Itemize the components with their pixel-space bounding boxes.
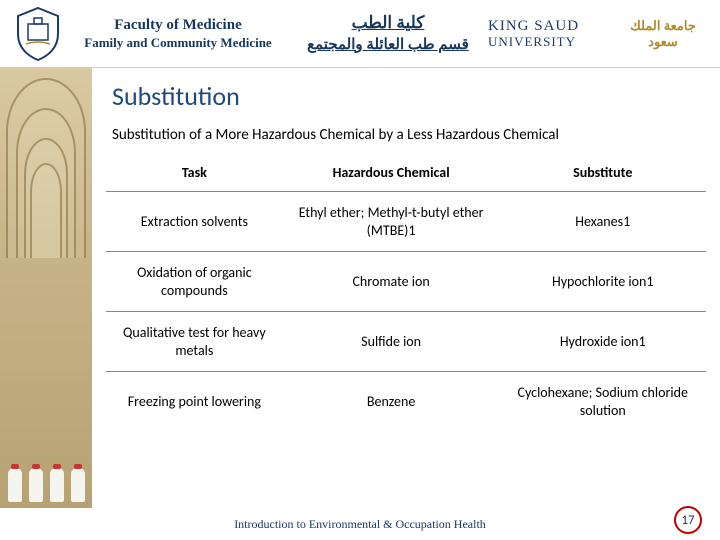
col-hazardous: Hazardous Chemical <box>283 154 500 192</box>
cell-task: Freezing point lowering <box>106 372 283 432</box>
table-row: Extraction solvents Ethyl ether; Methyl-… <box>106 192 706 252</box>
slide-content: Substitution Substitution of a More Haza… <box>0 68 720 508</box>
cell-substitute: Hydroxide ion1 <box>499 312 706 372</box>
table-row: Oxidation of organic compounds Chromate … <box>106 252 706 312</box>
titles-arabic: كلية الطب قسم طب العائلة والمجتمع <box>288 12 488 55</box>
faculty-en: Faculty of Medicine <box>68 16 288 35</box>
cell-hazardous: Sulfide ion <box>283 312 500 372</box>
cell-hazardous: Chromate ion <box>283 252 500 312</box>
table-header-row: Task Hazardous Chemical Substitute <box>106 154 706 192</box>
slide-header: Faculty of Medicine Family and Community… <box>0 0 720 68</box>
page-number-badge: 17 <box>674 506 702 534</box>
ksu-line1: KING SAUD <box>488 18 579 34</box>
ksu-line2: UNIVERSITY <box>488 34 576 49</box>
ksu-wordmark-en: KING SAUD UNIVERSITY <box>488 18 618 49</box>
titles-english: Faculty of Medicine Family and Community… <box>68 16 288 51</box>
slide-footer: Introduction to Environmental & Occupati… <box>0 517 720 532</box>
arches-overlay <box>0 68 92 508</box>
cell-task: Qualitative test for heavy metals <box>106 312 283 372</box>
cell-hazardous: Ethyl ether; Methyl-t-butyl ether (MTBE)… <box>283 192 500 252</box>
ksu-crest-logo <box>8 4 68 64</box>
dept-ar: قسم طب العائلة والمجتمع <box>288 35 488 55</box>
footer-text: Introduction to Environmental & Occupati… <box>234 517 486 532</box>
substitution-table: Task Hazardous Chemical Substitute Extra… <box>106 154 706 431</box>
cell-substitute: Hexanes1 <box>499 192 706 252</box>
section-subtitle: Substitution of a More Hazardous Chemica… <box>112 126 706 144</box>
table-row: Freezing point lowering Benzene Cyclohex… <box>106 372 706 432</box>
people-figures <box>4 468 88 502</box>
table-row: Qualitative test for heavy metals Sulfid… <box>106 312 706 372</box>
dept-en: Family and Community Medicine <box>68 35 288 51</box>
cell-task: Oxidation of organic compounds <box>106 252 283 312</box>
page-number: 17 <box>681 513 694 528</box>
faculty-ar: كلية الطب <box>288 12 488 35</box>
section-title: Substitution <box>112 80 706 112</box>
cell-substitute: Hypochlorite ion1 <box>499 252 706 312</box>
ksu-name-arabic: جامعة الملك سعود <box>618 18 708 50</box>
col-task: Task <box>106 154 283 192</box>
cell-substitute: Cyclohexane; Sodium chloride solution <box>499 372 706 432</box>
cell-hazardous: Benzene <box>283 372 500 432</box>
cell-task: Extraction solvents <box>106 192 283 252</box>
col-substitute: Substitute <box>499 154 706 192</box>
main-panel: Substitution Substitution of a More Haza… <box>92 68 720 508</box>
corridor-photo <box>0 68 92 508</box>
